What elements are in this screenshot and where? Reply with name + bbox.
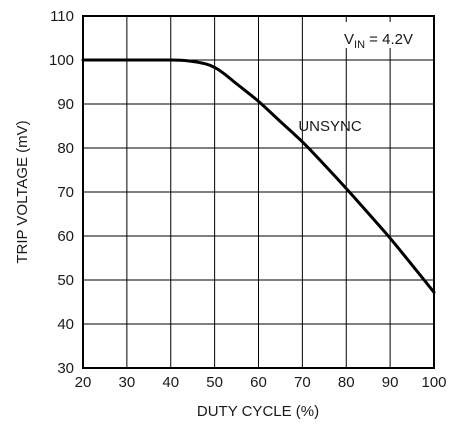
y-tick-label: 90 <box>57 96 74 113</box>
x-tick-label: 50 <box>206 374 223 391</box>
condition-label-bg <box>338 22 432 48</box>
x-tick-label: 70 <box>294 374 311 391</box>
y-tick-label: 60 <box>57 228 74 245</box>
y-tick-label: 110 <box>50 8 74 25</box>
grid-lines <box>83 16 434 368</box>
y-tick-label: 30 <box>57 360 74 377</box>
y-tick-label: 50 <box>57 272 74 289</box>
x-tick-label: 60 <box>250 374 267 391</box>
x-tick-label: 20 <box>75 374 92 391</box>
y-tick-labels: 30 40 50 60 70 80 90 100 110 <box>49 8 74 377</box>
y-tick-label: 100 <box>49 52 74 69</box>
x-tick-label: 30 <box>119 374 136 391</box>
condition-label-prefix: V <box>344 31 354 48</box>
x-tick-label: 100 <box>421 374 446 391</box>
y-tick-label: 70 <box>57 184 74 201</box>
x-tick-label: 80 <box>338 374 355 391</box>
series-line-unsync <box>81 58 436 294</box>
y-tick-label: 80 <box>57 140 74 157</box>
condition-label: VIN = 4.2V <box>344 31 413 51</box>
condition-label-suffix: = 4.2V <box>365 31 413 48</box>
plot-frame <box>82 15 435 369</box>
condition-label-subscript: IN <box>354 39 365 51</box>
y-tick-label: 40 <box>57 316 74 333</box>
y-axis-title: TRIP VOLTAGE (mV) <box>14 120 31 263</box>
x-axis-title: DUTY CYCLE (%) <box>197 403 319 420</box>
x-tick-label: 40 <box>162 374 179 391</box>
series-label-unsync: UNSYNC <box>298 118 362 135</box>
x-tick-label: 90 <box>382 374 399 391</box>
x-tick-labels: 20 30 40 50 60 70 80 90 100 <box>75 374 447 391</box>
